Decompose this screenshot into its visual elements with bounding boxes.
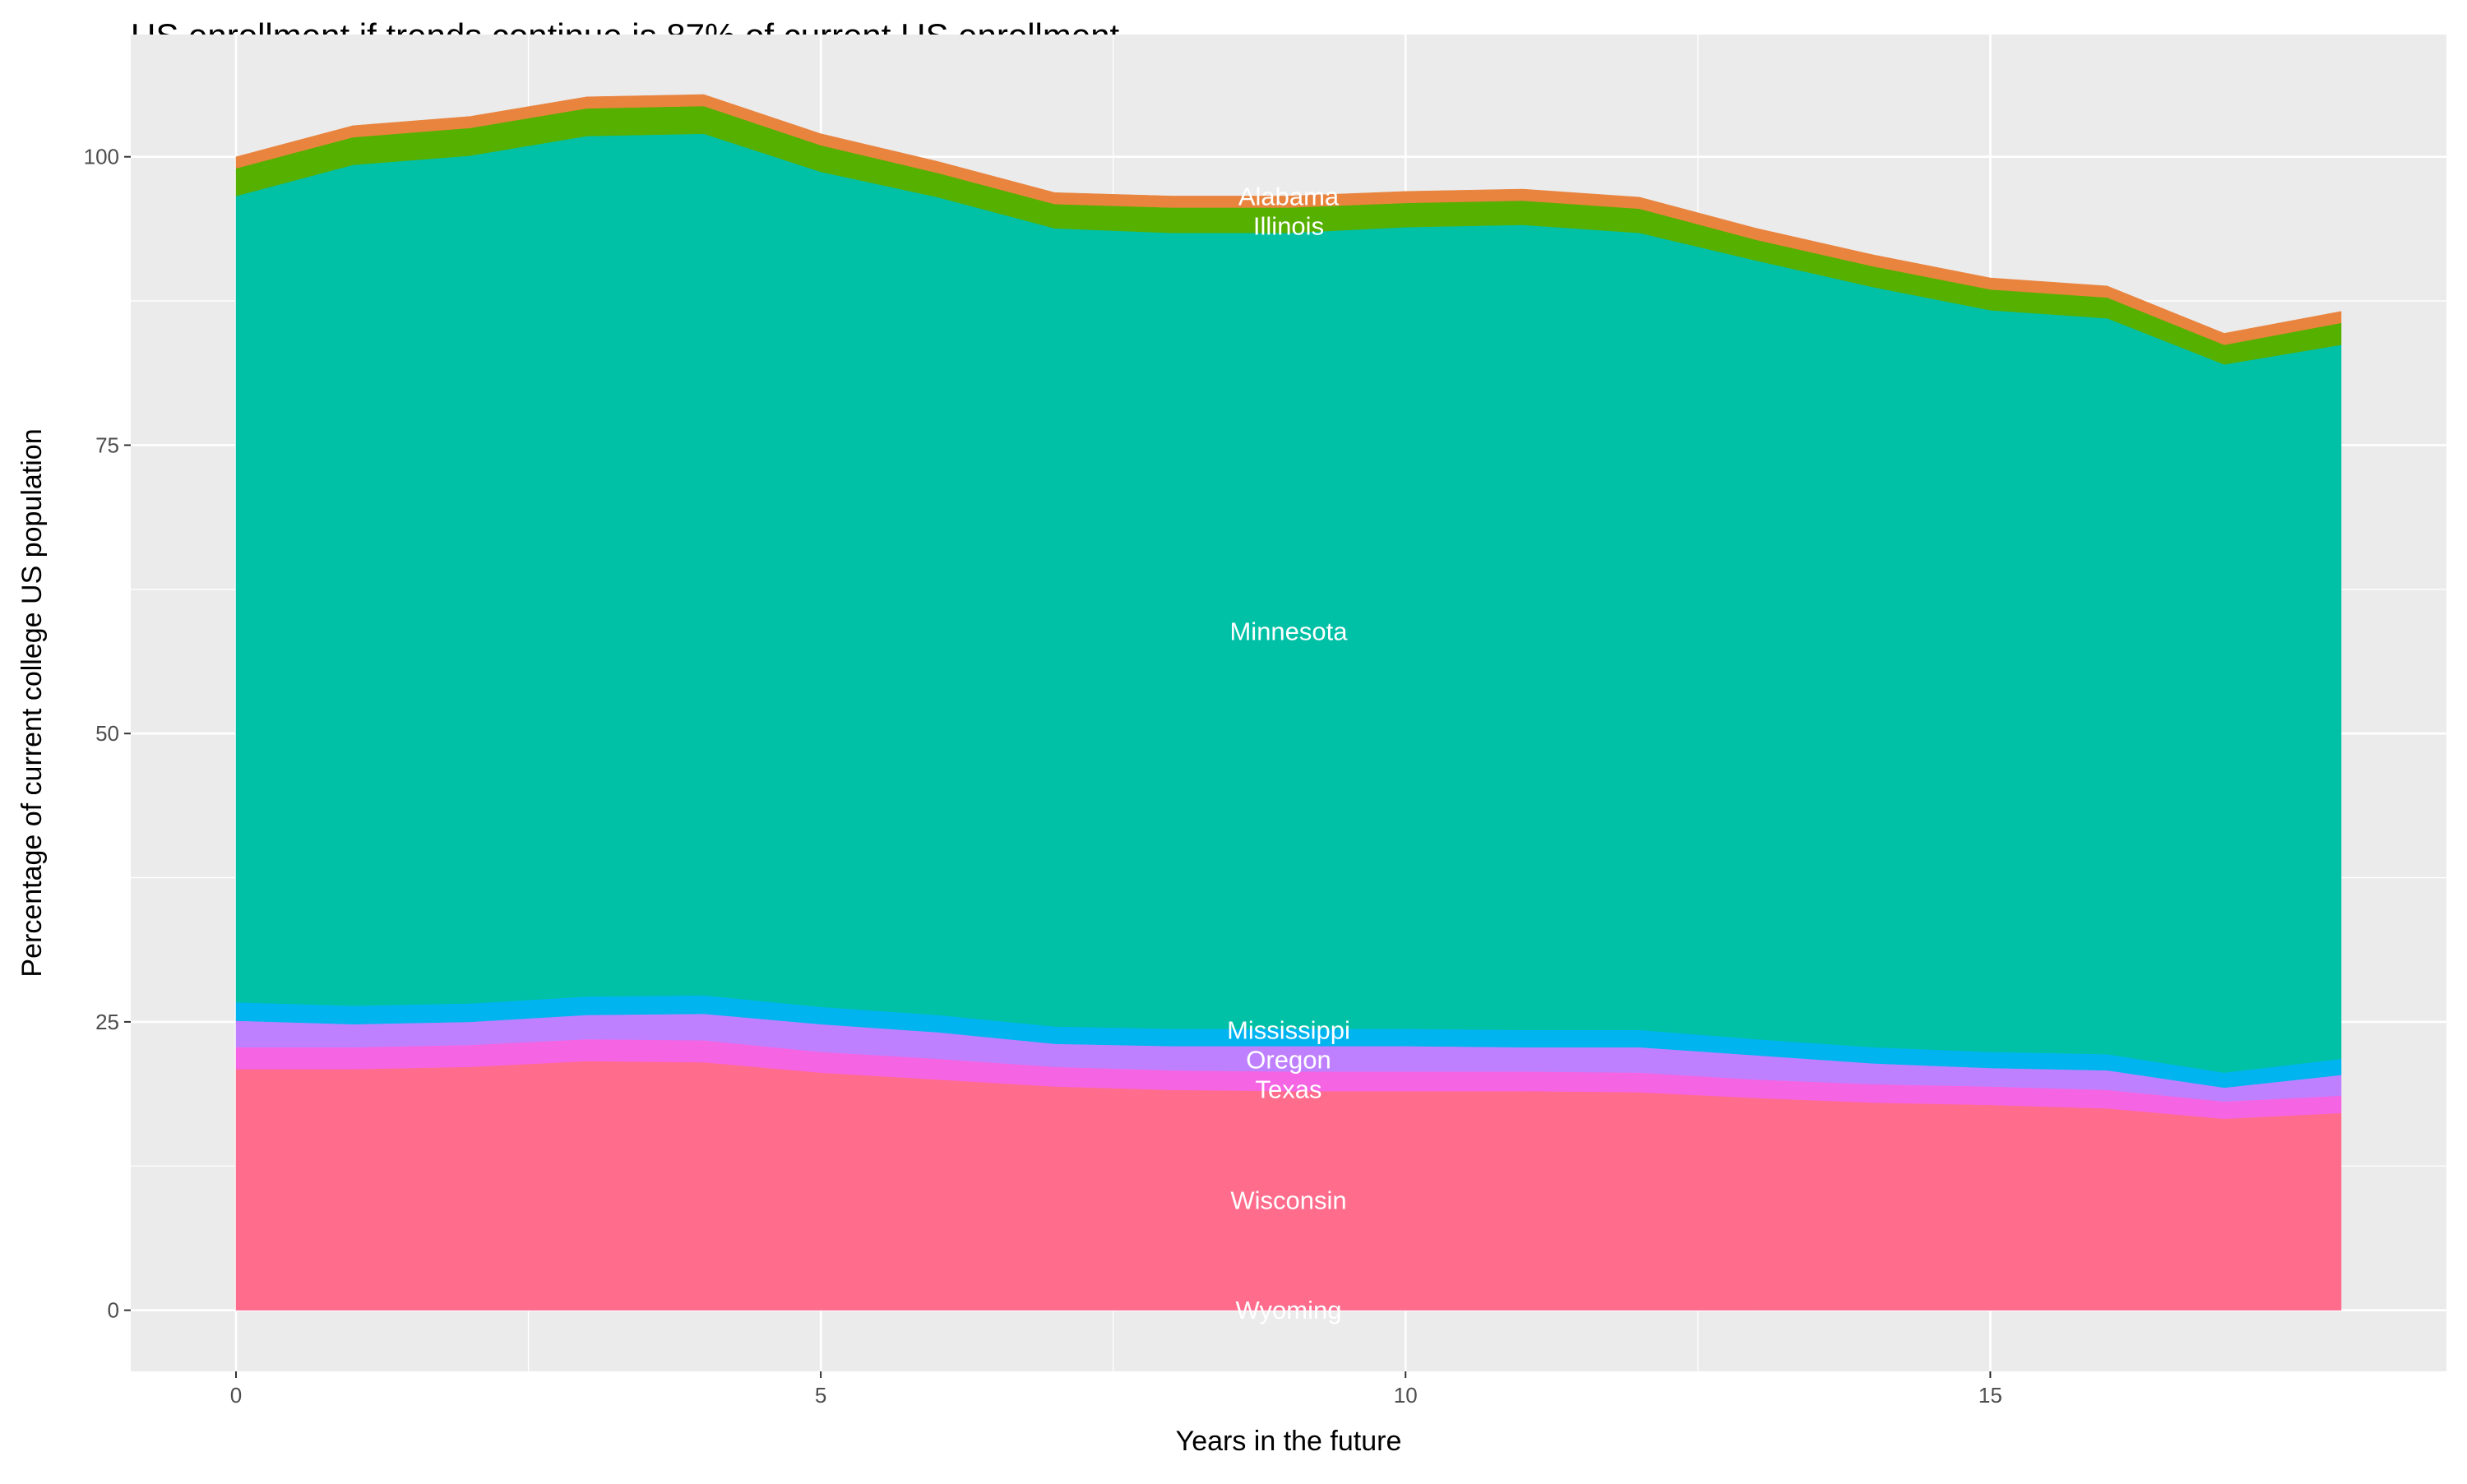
x-tick-label: 5	[815, 1383, 826, 1408]
x-tick-label: 15	[1979, 1383, 2002, 1408]
y-tick-label: 25	[95, 1010, 119, 1034]
area-alabama	[235, 94, 2342, 345]
x-tick-label: 0	[230, 1383, 242, 1408]
series-label-texas: Texas	[1256, 1075, 1322, 1103]
series-label-oregon: Oregon	[1246, 1045, 1331, 1074]
series-label-alabama: Alabama	[1238, 183, 1340, 211]
y-tick-label: 50	[95, 721, 119, 746]
series-label-minnesota: Minnesota	[1229, 617, 1348, 645]
x-axis-title: Years in the future	[1176, 1426, 1402, 1457]
area-layers	[235, 94, 2342, 1311]
series-label-wisconsin: Wisconsin	[1230, 1186, 1346, 1215]
y-tick-label: 0	[108, 1298, 119, 1323]
y-axis-title: Percentage of current college US populat…	[16, 428, 48, 977]
series-label-illinois: Illinois	[1253, 212, 1324, 241]
series-label-wyoming: Wyoming	[1236, 1296, 1342, 1325]
series-label-mississippi: Mississippi	[1227, 1015, 1350, 1044]
y-tick-label: 75	[95, 432, 119, 457]
axes: 0 5 10 15 0 25 50 75 100	[84, 145, 2002, 1408]
x-tick-label: 10	[1394, 1383, 1418, 1408]
y-tick-label: 100	[84, 145, 119, 169]
